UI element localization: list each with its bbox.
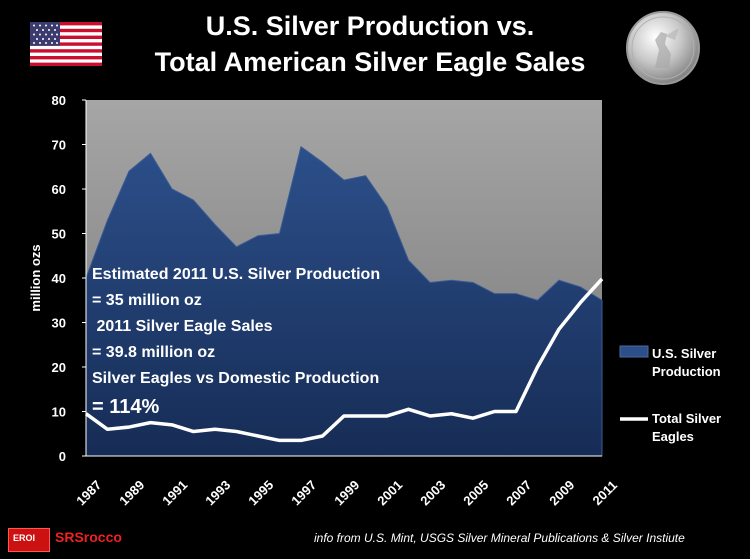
- annotation-line-3: 2011 Silver Eagle Sales: [92, 318, 273, 335]
- silver-eagle-coin-icon: [626, 11, 700, 85]
- chart-marks: [84, 145, 604, 457]
- legend-swatch-production: [619, 345, 649, 358]
- legend-label-eagles: Total Silver Eagles: [652, 411, 722, 444]
- annotation-line-4: = 39.8 million oz: [92, 344, 216, 361]
- y-tick-label: 50: [52, 227, 66, 242]
- source-footnote: info from U.S. Mint, USGS Silver Mineral…: [314, 531, 685, 545]
- annotation-line-1: Estimated 2011 U.S. Silver Production: [92, 266, 381, 283]
- x-tick-label: 1993: [202, 477, 233, 508]
- x-tick-label: 1999: [331, 477, 362, 508]
- legend-label-production: U.S. Silver Production: [652, 346, 721, 379]
- y-tick-label: 10: [52, 405, 66, 420]
- x-tick-label: 2003: [417, 477, 448, 508]
- x-tick-label: 2001: [374, 477, 405, 508]
- y-tick-label: 30: [52, 316, 66, 331]
- x-tick-label: 1991: [159, 477, 190, 508]
- y-tick-label: 40: [52, 271, 66, 286]
- x-tick-label: 2011: [590, 478, 621, 509]
- y-tick-label: 60: [52, 182, 66, 197]
- y-tick-label: 70: [52, 138, 66, 153]
- annotation-line-2: = 35 million oz: [92, 292, 202, 309]
- annotation-line-5: Silver Eagles vs Domestic Production: [92, 370, 380, 387]
- y-tick-label: 20: [52, 360, 66, 375]
- y-axis-label: million ozs: [28, 244, 43, 311]
- y-tick-label: 80: [52, 93, 66, 108]
- eroi-logo-text: EROI: [13, 533, 36, 543]
- x-tick-label: 1997: [288, 477, 319, 508]
- legend: [619, 345, 649, 421]
- chart-title-line1: U.S. Silver Production vs.: [205, 11, 535, 41]
- x-tick-label: 2009: [546, 477, 577, 508]
- x-tick-label: 2005: [460, 477, 491, 508]
- eroi-logo-badge: EROI: [8, 528, 50, 552]
- us-flag-icon: [30, 22, 102, 66]
- x-tick-label: 2007: [503, 477, 534, 508]
- x-tick-label: 1987: [73, 477, 104, 508]
- annotation-line-6: = 114%: [92, 396, 160, 418]
- y-tick-label: 0: [59, 449, 66, 464]
- srsrocco-logo-text: SRSrocco: [55, 529, 122, 545]
- chart-title-line2: Total American Silver Eagle Sales: [154, 47, 586, 77]
- chart-title: U.S. Silver Production vs. Total America…: [120, 8, 620, 80]
- x-tick-label: 1995: [245, 477, 276, 508]
- series-area-us-silver-production: [85, 145, 603, 457]
- series-line-total-silver-eagles: [84, 277, 604, 443]
- x-tick-label: 1989: [116, 477, 147, 508]
